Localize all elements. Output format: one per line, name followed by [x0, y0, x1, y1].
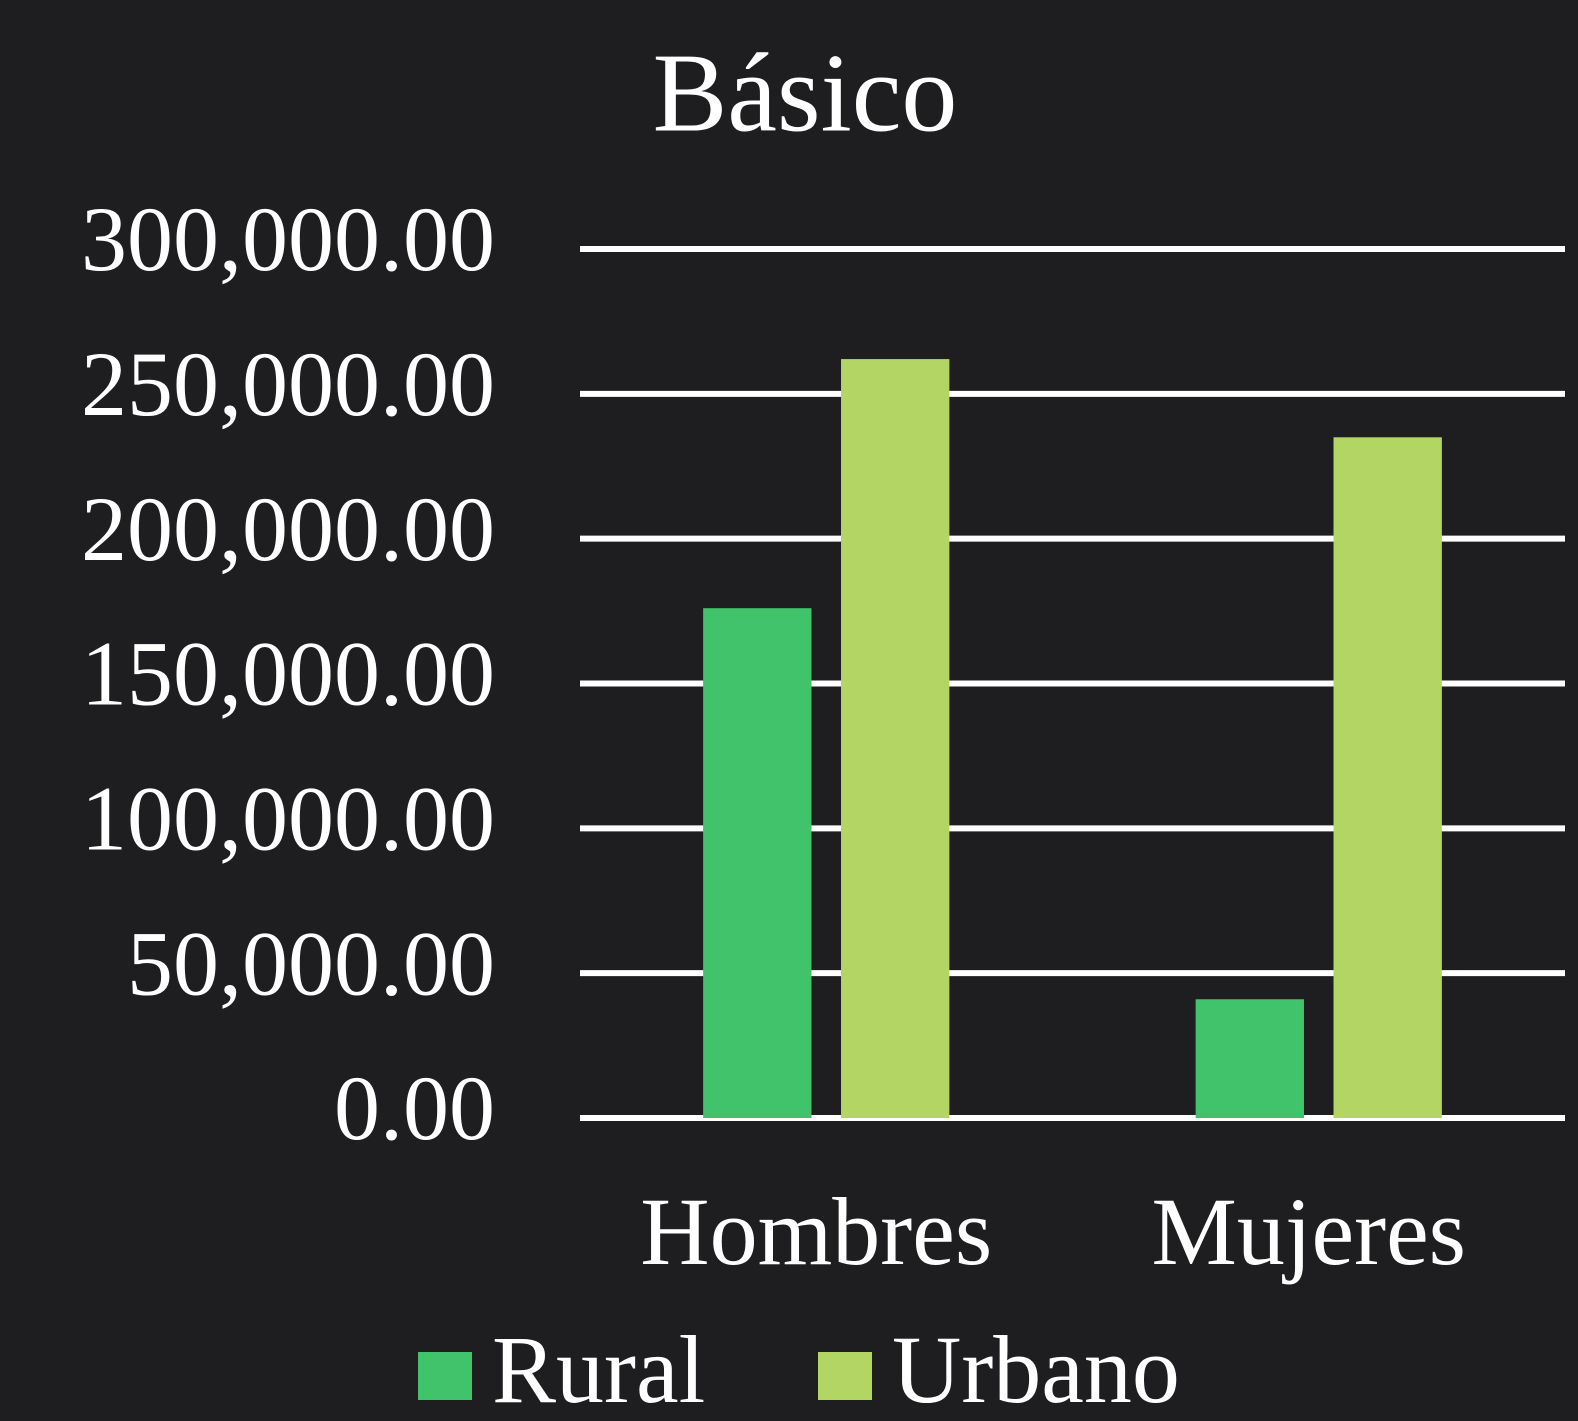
- y-tick-label: 100,000.00: [81, 767, 495, 869]
- bar: [1195, 999, 1304, 1118]
- y-tick-label: 250,000.00: [81, 333, 495, 435]
- y-tick-label: 0.00: [334, 1057, 495, 1159]
- y-tick-label: 300,000.00: [81, 188, 495, 290]
- y-tick-label: 50,000.00: [127, 912, 495, 1014]
- legend-label: Urbano: [892, 1316, 1180, 1421]
- bar: [703, 608, 812, 1118]
- chart-title: Básico: [653, 32, 958, 156]
- legend-label: Rural: [492, 1316, 705, 1421]
- y-tick-label: 200,000.00: [81, 478, 495, 580]
- bar: [1333, 437, 1442, 1118]
- x-tick-label: Hombres: [640, 1178, 992, 1285]
- y-tick-label: 150,000.00: [81, 623, 495, 725]
- legend-swatch: [418, 1352, 472, 1400]
- bar: [841, 359, 950, 1118]
- legend-swatch: [818, 1352, 872, 1400]
- x-tick-label: Mujeres: [1151, 1178, 1466, 1285]
